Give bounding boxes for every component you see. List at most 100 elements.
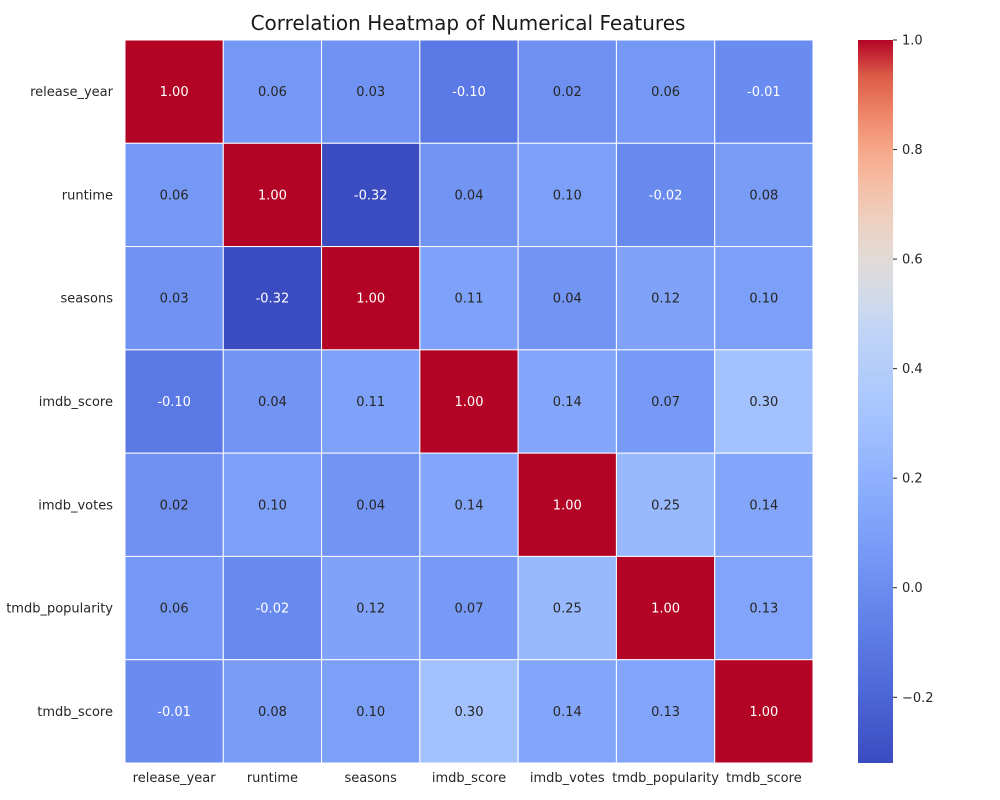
heatmap-cell-value-label: -0.32: [354, 188, 388, 203]
heatmap-cell-imdb_score-tmdb_score: [714, 349, 814, 454]
heatmap-cell-release_year-release_year: [124, 39, 224, 144]
heatmap-cell-tmdb_popularity-imdb_score: [419, 555, 519, 661]
heatmap-cell-runtime-tmdb_score: [714, 142, 814, 248]
heatmap-cell-value-label: -0.02: [256, 602, 290, 617]
heatmap-cell-imdb_score-runtime: [222, 349, 323, 454]
x-axis-tick-labels: release_year runtime seasons imdb_score imdb…: [133, 771, 802, 786]
heatmap-cell-tmdb_score-seasons: [321, 659, 421, 764]
x-tick-label: runtime: [247, 771, 298, 786]
heatmap-cell-tmdb_popularity-runtime: [222, 555, 323, 661]
heatmap-cell-value-label: 1.00: [258, 188, 287, 203]
heatmap-cell-seasons-release_year: [124, 246, 224, 351]
heatmap-cell-value-label: 0.13: [651, 705, 680, 720]
heatmap-cell-value-label: 1.00: [651, 602, 680, 617]
y-tick-label: runtime: [62, 188, 113, 203]
x-tick-label: tmdb_popularity: [612, 771, 719, 786]
heatmap-cell-value-label: 0.06: [258, 85, 287, 100]
heatmap-cell-value-label: 0.30: [455, 705, 484, 720]
x-tick-label: imdb_votes: [530, 771, 605, 786]
heatmap-cell-labels: 1.00 0.06 0.03 -0.10 0.02 0.06 -0.01 0.06 1.00 -0…: [157, 85, 780, 720]
heatmap-cell-tmdb_score-tmdb_score: [714, 659, 814, 764]
x-tick-label: tmdb_score: [726, 771, 802, 786]
heatmap-cell-value-label: 0.06: [651, 85, 680, 100]
heatmap-cell-value-label: 0.25: [553, 602, 582, 617]
heatmap-cell-value-label: 0.06: [160, 188, 189, 203]
heatmap-cell-value-label: 0.07: [455, 602, 484, 617]
heatmap-cell-tmdb_score-release_year: [124, 659, 224, 764]
heatmap-cell-value-label: 0.04: [356, 498, 385, 513]
heatmap-cell-runtime-imdb_votes: [517, 142, 617, 248]
heatmap-cell-value-label: 0.04: [553, 292, 582, 307]
x-tick-label: release_year: [133, 771, 217, 786]
heatmap-cell-tmdb_score-imdb_votes: [517, 659, 617, 764]
colorbar-tick-label: 0.6: [902, 253, 923, 268]
heatmap-cell-value-label: 0.10: [258, 498, 287, 513]
heatmap-cell-seasons-imdb_score: [419, 246, 519, 351]
heatmap-cell-value-label: 0.04: [455, 188, 484, 203]
y-tick-label: release_year: [30, 85, 114, 100]
heatmap-cell-value-label: 0.11: [455, 292, 484, 307]
heatmap-cell-tmdb_popularity-release_year: [124, 555, 224, 661]
heatmap-cell-release_year-tmdb_popularity: [615, 39, 716, 144]
colorbar: 1.0 0.8 0.6 0.4 0.2 0.0 −0.2: [858, 34, 934, 763]
heatmap-cell-value-label: 0.14: [749, 498, 778, 513]
heatmap-cell-seasons-tmdb_score: [714, 246, 814, 351]
x-tick-label: imdb_score: [432, 771, 506, 786]
heatmap-cell-value-label: 0.11: [356, 395, 385, 410]
heatmap-cell-value-label: 0.13: [749, 602, 778, 617]
heatmap-cell-value-label: 1.00: [455, 395, 484, 410]
heatmap-cell-value-label: 1.00: [160, 85, 189, 100]
heatmap-cell-value-label: 1.00: [356, 292, 385, 307]
colorbar-tick-label: 0.8: [902, 143, 923, 158]
heatmap-cell-value-label: 0.02: [553, 85, 582, 100]
heatmap-cell-value-label: 1.00: [749, 705, 778, 720]
heatmap-cell-tmdb_popularity-seasons: [321, 555, 421, 661]
colorbar-tick-label: 0.4: [902, 362, 923, 377]
heatmap-cells: [124, 39, 814, 764]
colorbar-tick-label: 0.0: [902, 581, 923, 596]
heatmap-cell-value-label: 0.03: [160, 292, 189, 307]
heatmap-cell-value-label: 0.04: [258, 395, 287, 410]
heatmap-cell-value-label: 0.25: [651, 498, 680, 513]
y-tick-label: imdb_score: [39, 395, 113, 410]
colorbar-tick-label: 1.0: [902, 34, 923, 49]
chart-title: Correlation Heatmap of Numerical Feature…: [251, 11, 686, 35]
heatmap-cell-value-label: 0.14: [553, 395, 582, 410]
heatmap-cell-seasons-imdb_votes: [517, 246, 617, 351]
heatmap-cell-seasons-tmdb_popularity: [615, 246, 716, 351]
heatmap-cell-value-label: 0.03: [356, 85, 385, 100]
heatmap-cell-value-label: 0.07: [651, 395, 680, 410]
heatmap-cell-value-label: 0.02: [160, 498, 189, 513]
heatmap-cell-value-label: -0.32: [256, 292, 290, 307]
heatmap-cell-seasons-seasons: [321, 246, 421, 351]
heatmap-cell-value-label: 0.14: [553, 705, 582, 720]
heatmap-cell-tmdb_popularity-tmdb_score: [714, 555, 814, 661]
heatmap-cell-runtime-seasons: [321, 142, 421, 248]
heatmap-cell-imdb_votes-tmdb_score: [714, 452, 814, 557]
heatmap-cell-value-label: 0.12: [651, 292, 680, 307]
heatmap-cell-value-label: 0.14: [455, 498, 484, 513]
heatmap-cell-value-label: 0.10: [553, 188, 582, 203]
colorbar-tick-label: −0.2: [902, 691, 934, 706]
heatmap-cell-seasons-runtime: [222, 246, 323, 351]
heatmap-cell-value-label: -0.10: [452, 85, 486, 100]
heatmap-cell-release_year-runtime: [222, 39, 323, 144]
heatmap-cell-value-label: -0.02: [649, 188, 683, 203]
heatmap-cell-imdb_votes-release_year: [124, 452, 224, 557]
heatmap-cell-runtime-release_year: [124, 142, 224, 248]
heatmap-cell-runtime-tmdb_popularity: [615, 142, 716, 248]
heatmap-cell-value-label: -0.10: [157, 395, 191, 410]
colorbar-tick-label: 0.2: [902, 472, 923, 487]
heatmap-cell-tmdb_score-tmdb_popularity: [615, 659, 716, 764]
y-tick-label: imdb_votes: [38, 498, 113, 513]
heatmap-cell-value-label: 0.30: [749, 395, 778, 410]
heatmap-cell-release_year-imdb_score: [419, 39, 519, 144]
heatmap-cell-imdb_score-imdb_score: [419, 349, 519, 454]
y-tick-label: seasons: [61, 292, 114, 307]
heatmap-cell-tmdb_popularity-imdb_votes: [517, 555, 617, 661]
heatmap-cell-value-label: 0.12: [356, 602, 385, 617]
heatmap-cell-imdb_score-tmdb_popularity: [615, 349, 716, 454]
heatmap-cell-value-label: 1.00: [553, 498, 582, 513]
